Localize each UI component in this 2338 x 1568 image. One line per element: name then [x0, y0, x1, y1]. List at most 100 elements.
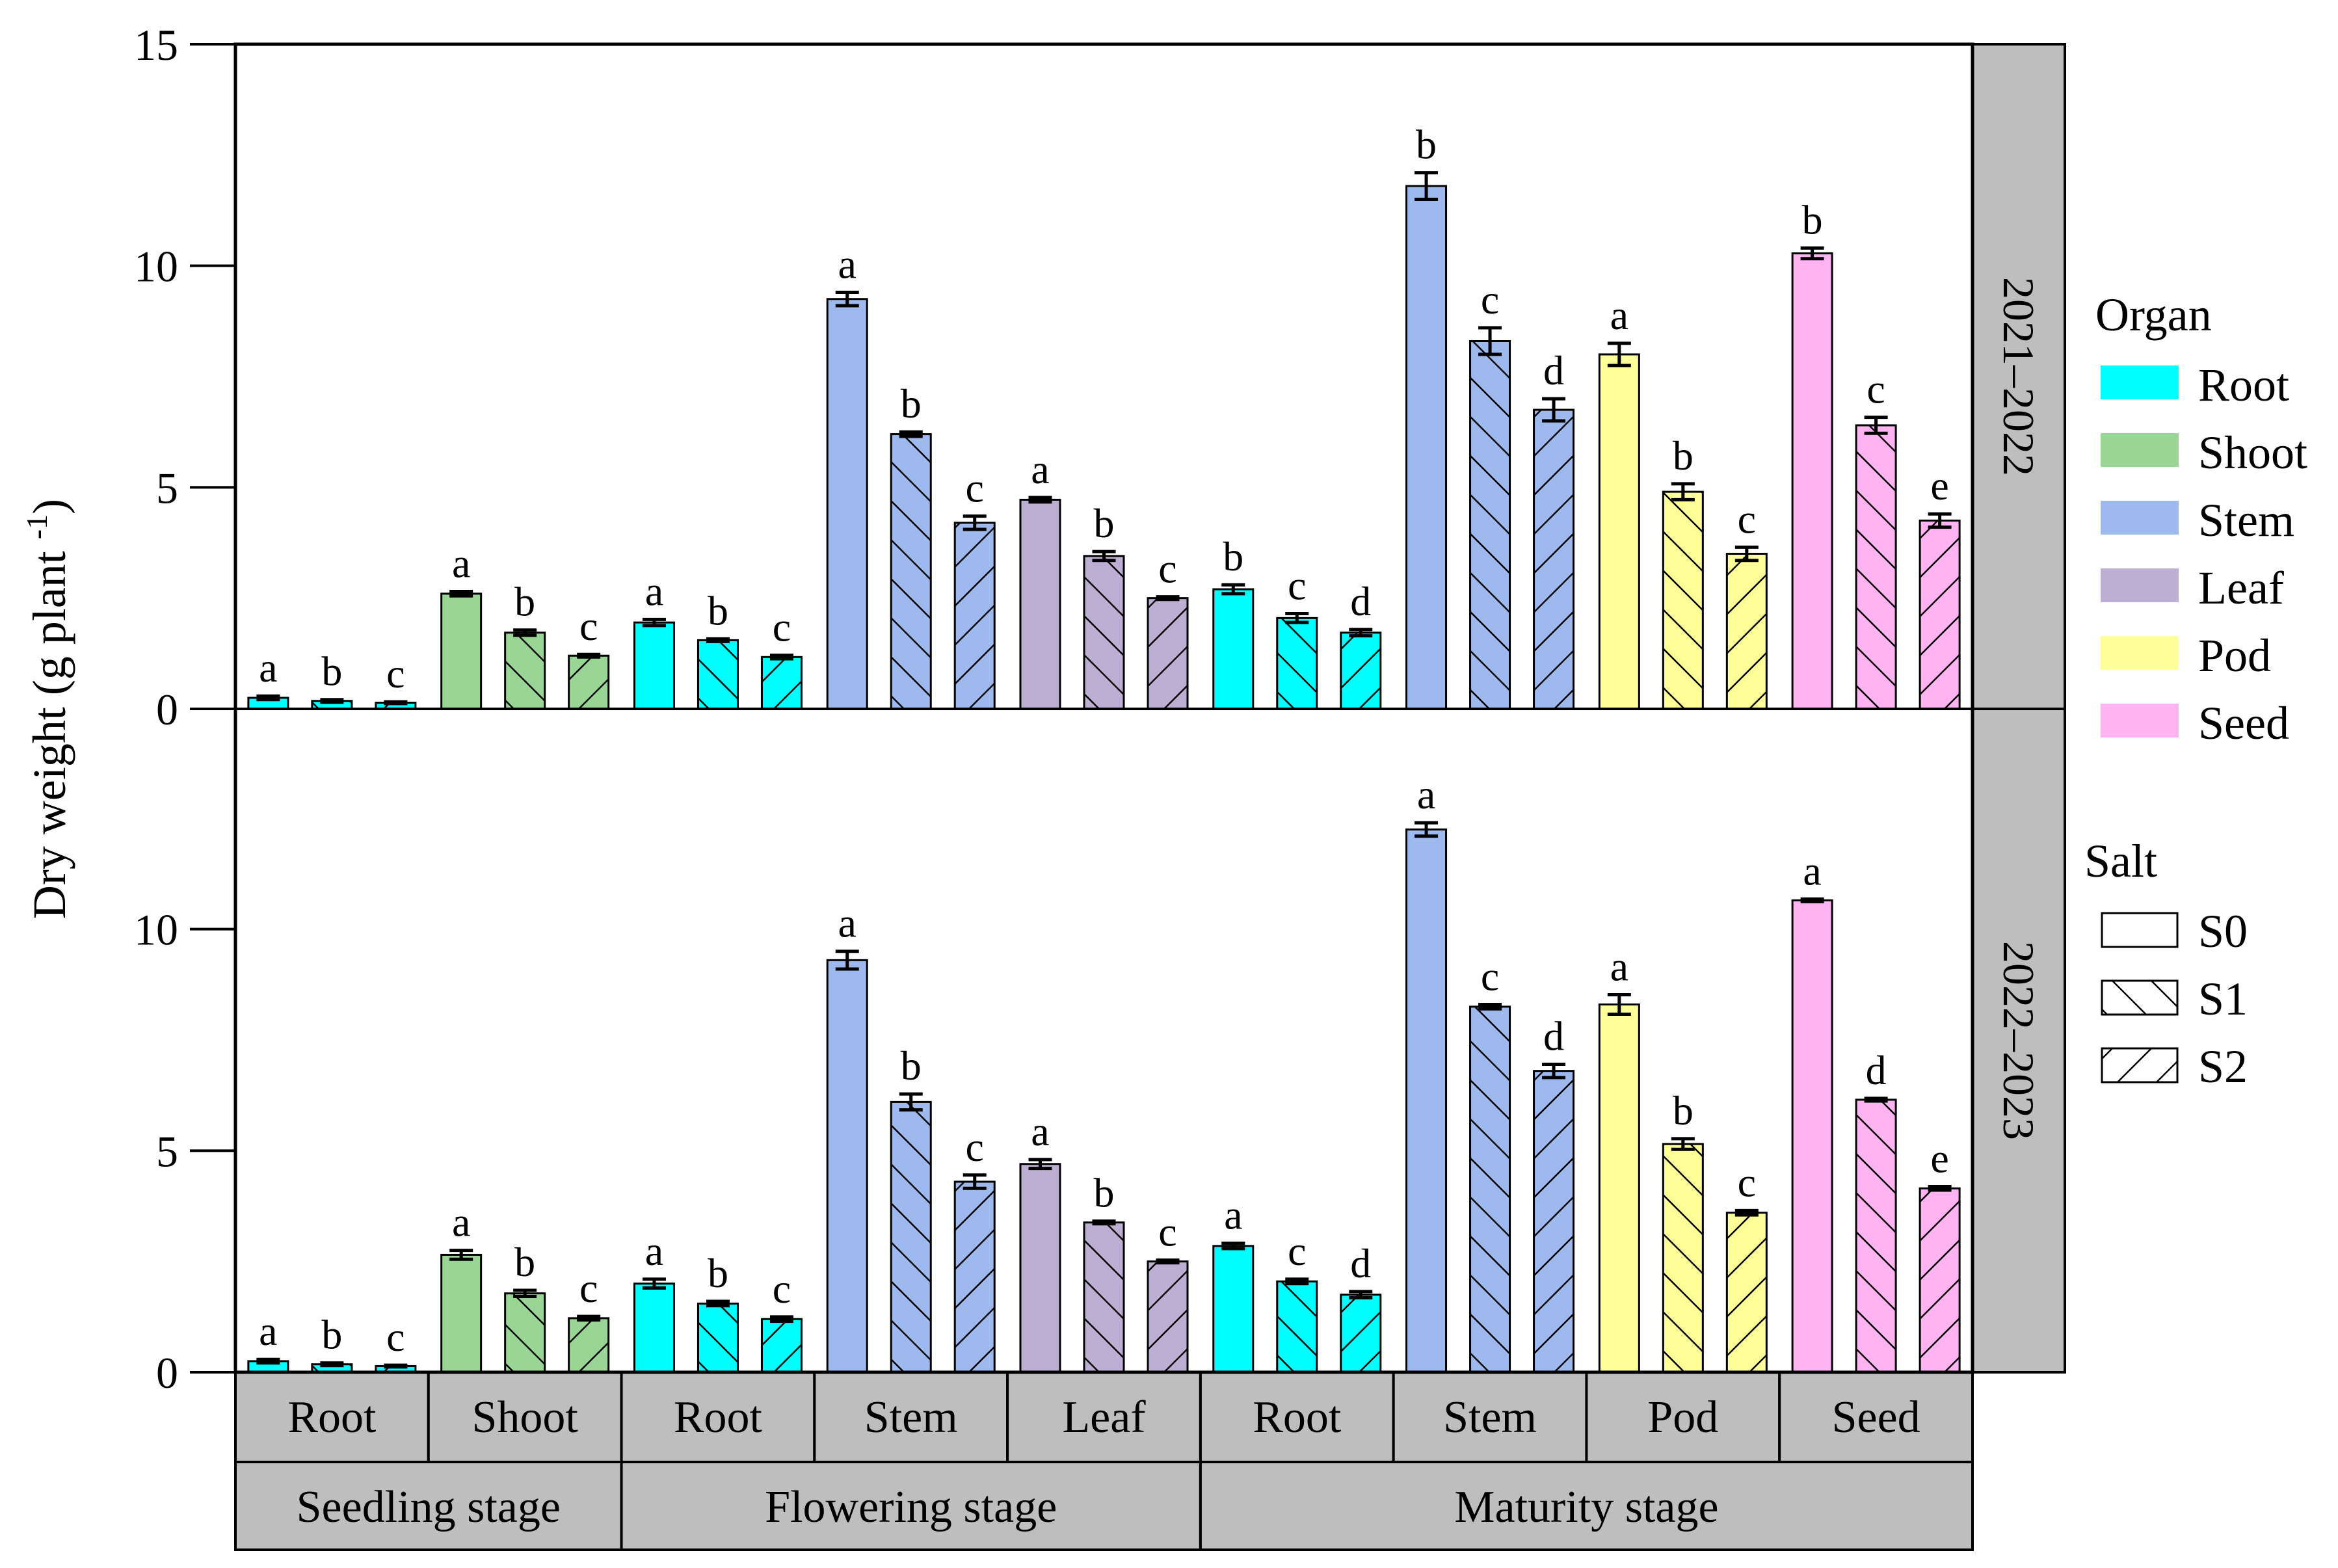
significance-letter: b [321, 1312, 342, 1358]
bar [634, 1283, 674, 1372]
significance-letter: b [1223, 533, 1243, 579]
salt-label-s2: S2 [2198, 1041, 2248, 1093]
bar [827, 299, 868, 709]
bar-hatch [1470, 1006, 1510, 1372]
organ-strip-label: Stem [864, 1392, 958, 1442]
bar-hatch [1856, 1099, 1896, 1372]
significance-letter: d [1350, 1240, 1371, 1286]
bar [441, 593, 481, 709]
bar [1406, 186, 1446, 709]
significance-letter: b [1673, 1087, 1694, 1134]
significance-letter: c [1866, 366, 1885, 412]
bar-hatch [1534, 1070, 1574, 1372]
organ-strip-label: Root [287, 1392, 377, 1442]
significance-letter: a [1610, 944, 1628, 990]
significance-letter: c [1481, 276, 1499, 323]
y-tick-label: 0 [156, 685, 178, 734]
bar-hatch [1148, 598, 1188, 709]
stage-strip [1199, 1461, 1974, 1551]
significance-letter: a [1417, 771, 1435, 817]
significance-letter: b [514, 1239, 535, 1285]
salt-swatch-s2 [2101, 1047, 2179, 1083]
significance-letter: a [452, 540, 470, 586]
significance-letter: c [966, 1124, 984, 1170]
significance-letter: a [1031, 1108, 1049, 1154]
y-tick-label: 5 [156, 1126, 178, 1176]
significance-letter: c [1158, 546, 1176, 592]
bar-hatch [375, 1366, 416, 1372]
significance-letter: c [1158, 1209, 1176, 1255]
organ-strip [1392, 1371, 1588, 1463]
bar-hatch [1727, 553, 1767, 709]
legend-label-root: Root [2198, 359, 2289, 411]
significance-letter: c [1481, 953, 1499, 999]
legend-label-seed: Seed [2198, 697, 2289, 749]
facet-strip-label: 2022–2023 [1994, 941, 2043, 1140]
significance-letter: c [1288, 1228, 1306, 1274]
significance-letter: a [838, 241, 857, 287]
bar-hatch [505, 632, 545, 709]
significance-letter: b [1094, 1170, 1115, 1216]
y-tick-label: 0 [156, 1348, 178, 1398]
salt-label-s1: S1 [2198, 973, 2248, 1025]
bar-hatch [1856, 425, 1896, 709]
significance-letter: c [773, 604, 791, 650]
significance-letter: c [1738, 496, 1756, 542]
bar-hatch [505, 1293, 545, 1372]
bar [827, 960, 868, 1372]
bar [1792, 900, 1833, 1372]
significance-letter: b [901, 1043, 922, 1089]
significance-letter: b [901, 380, 922, 427]
bar-hatch [762, 657, 802, 709]
organ-strip-label: Seed [1832, 1392, 1920, 1442]
bar-hatch [891, 434, 931, 709]
significance-letter: a [645, 568, 663, 614]
bar-hatch [1340, 632, 1381, 709]
y-axis-title-main: Dry weight (g plant [23, 539, 75, 919]
bar [1599, 354, 1640, 709]
bar-hatch [1534, 410, 1574, 709]
facet-strips: 2021–2022 2022–2023 Root Shoot Root Stem Leaf R… [234, 43, 2066, 1551]
significance-letter: d [1543, 347, 1564, 393]
bar-hatch [1727, 1212, 1767, 1372]
y-tick-label: 10 [134, 242, 178, 291]
salt-swatch-s0 [2101, 912, 2179, 948]
bar-hatch [568, 1318, 609, 1372]
bar-hatch [955, 522, 995, 709]
legend-label-stem: Stem [2198, 494, 2294, 546]
significance-letter: b [708, 1250, 728, 1296]
legend-swatch-shoot [2101, 433, 2179, 467]
y-axis: 0 5 10 15 0 5 10 Dry weight (g plant -1) [20, 20, 235, 1398]
facet-strip [1971, 43, 2066, 710]
bar-hatch [1148, 1261, 1188, 1372]
salt-swatch-bg [2102, 913, 2177, 947]
bar-hatch [698, 1303, 738, 1372]
significance-letter: b [514, 579, 535, 625]
significance-letter: e [1930, 1136, 1948, 1182]
significance-letter: b [1094, 500, 1115, 546]
significance-letter: c [773, 1266, 791, 1312]
bar-hatch [762, 1319, 802, 1372]
significance-letter: c [386, 1314, 405, 1360]
stage-strip-label: Seedling stage [297, 1482, 561, 1532]
significance-letter: a [259, 1308, 277, 1354]
y-tick-label: 5 [156, 463, 178, 512]
legend-swatch-stem [2101, 501, 2179, 535]
legend-label-pod: Pod [2198, 630, 2271, 682]
bar-hatch [1920, 1188, 1960, 1372]
salt-legend-title: Salt [2084, 835, 2157, 887]
significance-letter: c [1738, 1159, 1756, 1205]
bar [1020, 1163, 1060, 1372]
bar [441, 1255, 481, 1372]
significance-letter: a [838, 900, 857, 946]
organ-strip-label: Shoot [472, 1392, 578, 1442]
significance-letter: c [579, 603, 598, 649]
bar [1792, 253, 1833, 709]
bar [1406, 829, 1446, 1372]
significance-letter: b [1802, 196, 1823, 243]
significance-letter: e [1930, 462, 1948, 509]
significance-letter: a [1803, 847, 1821, 894]
bar-hatch [568, 656, 609, 709]
